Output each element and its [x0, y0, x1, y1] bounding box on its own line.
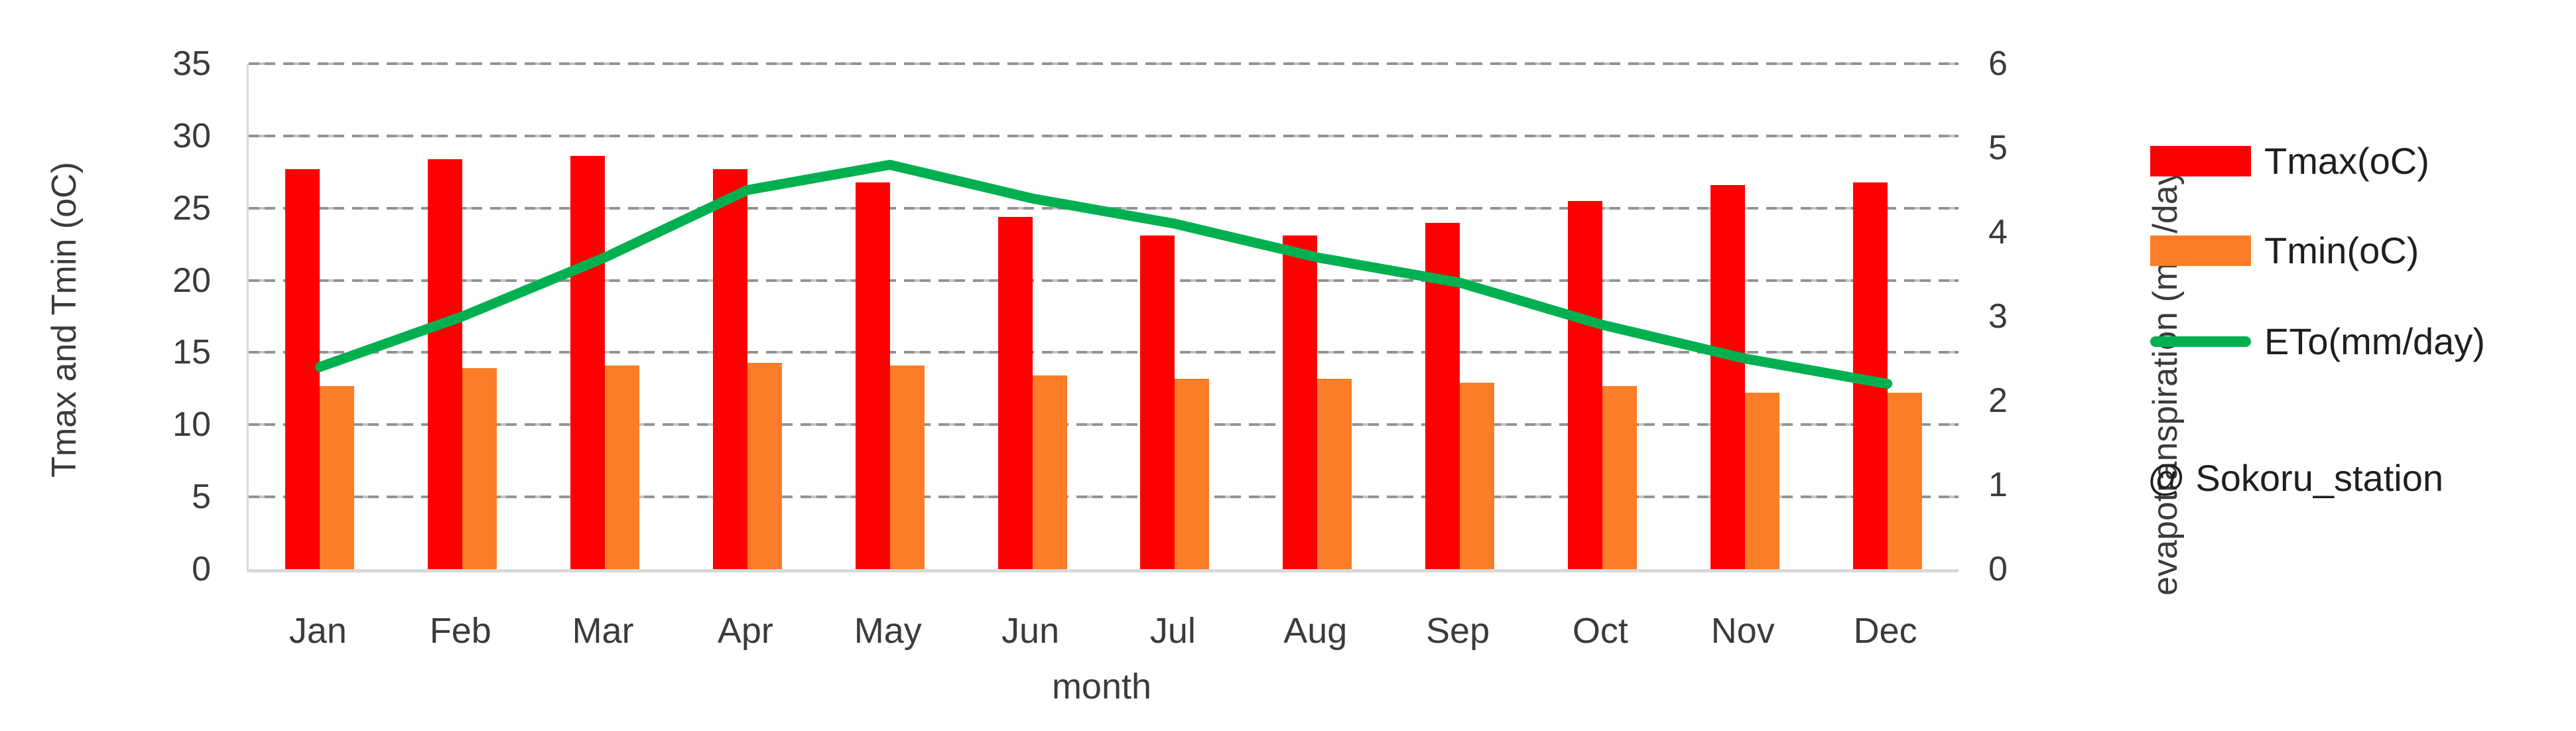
tmax-legend-label: Tmax(oC): [2264, 140, 2429, 182]
tmax-bar-jul: [1140, 235, 1175, 569]
tmax-bar-aug: [1283, 235, 1318, 569]
right-tick-5: 5: [1988, 129, 2008, 167]
left-tick-35: 35: [172, 44, 211, 83]
left-tick-10: 10: [172, 405, 211, 444]
station-annotation: @ Sokoru_station: [2148, 457, 2443, 499]
tmin-bar-apr: [747, 362, 782, 569]
eto-line: [314, 159, 1893, 389]
gridline-20: [249, 279, 1959, 282]
tmin-bar-may: [889, 366, 925, 569]
month-label-jun: Jun: [1001, 611, 1060, 651]
legend-item-tmin: Tmin(oC): [2150, 229, 2419, 272]
gridline-15: [249, 351, 1959, 354]
tmax-bar-nov: [1710, 184, 1745, 569]
month-label-apr: Apr: [717, 611, 773, 651]
tmin-bar-jul: [1175, 378, 1210, 569]
legend-item-eto: ETo(mm/day): [2150, 320, 2485, 363]
eto-legend-label: ETo(mm/day): [2264, 320, 2485, 362]
tmax-bar-feb: [428, 159, 463, 569]
month-label-oct: Oct: [1572, 611, 1628, 651]
tmax-bar-jun: [998, 216, 1033, 569]
month-label-nov: Nov: [1710, 611, 1775, 651]
month-label-jul: Jul: [1149, 611, 1196, 651]
tmin-bar-mar: [605, 366, 640, 569]
month-label-sep: Sep: [1426, 611, 1490, 651]
right-tick-1: 1: [1988, 466, 2008, 504]
right-tick-4: 4: [1988, 213, 2008, 251]
tmin-bar-aug: [1317, 378, 1352, 569]
gridline-10: [249, 423, 1959, 427]
tmin-bar-dec: [1887, 393, 1922, 569]
tmax-bar-jan: [285, 168, 320, 569]
month-label-may: May: [854, 611, 922, 651]
right-tick-6: 6: [1988, 44, 2008, 83]
eto-legend-swatch: [2150, 336, 2251, 347]
legend-item-tmax: Tmax(oC): [2150, 139, 2429, 182]
tmax-bar-may: [855, 182, 890, 569]
tmax-bar-apr: [712, 168, 747, 569]
gridline-30: [249, 134, 1959, 137]
left-tick-15: 15: [172, 333, 211, 372]
tmin-legend-swatch: [2150, 235, 2251, 266]
tmin-legend-label: Tmin(oC): [2264, 230, 2419, 271]
month-label-feb: Feb: [429, 611, 491, 651]
left-tick-30: 30: [172, 116, 211, 155]
tmax-bar-mar: [570, 156, 606, 569]
month-label-dec: Dec: [1853, 611, 1917, 651]
left-tick-0: 0: [192, 550, 211, 588]
tmin-bar-jan: [320, 385, 355, 569]
right-tick-0: 0: [1988, 550, 2008, 588]
tmin-bar-feb: [462, 368, 497, 569]
right-tick-2: 2: [1988, 381, 2008, 420]
tmin-bar-nov: [1744, 393, 1779, 569]
eto-line-layer: [314, 159, 1893, 389]
left-tick-5: 5: [192, 478, 211, 517]
plot-area: [247, 62, 1959, 572]
month-label-mar: Mar: [572, 611, 634, 651]
left-tick-20: 20: [172, 261, 211, 300]
tmin-bar-jun: [1032, 375, 1067, 569]
right-tick-3: 3: [1988, 297, 2008, 336]
tmin-bar-oct: [1602, 385, 1637, 569]
x-axis-title: month: [1051, 667, 1152, 706]
gridline-35: [249, 62, 1959, 65]
gridline-5: [249, 496, 1959, 499]
month-label-jan: Jan: [289, 611, 347, 651]
month-label-aug: Aug: [1283, 611, 1348, 651]
tmax-bar-oct: [1567, 200, 1602, 569]
tmin-bar-sep: [1460, 383, 1495, 569]
left-tick-25: 25: [172, 188, 211, 228]
tmax-legend-swatch: [2150, 145, 2251, 176]
